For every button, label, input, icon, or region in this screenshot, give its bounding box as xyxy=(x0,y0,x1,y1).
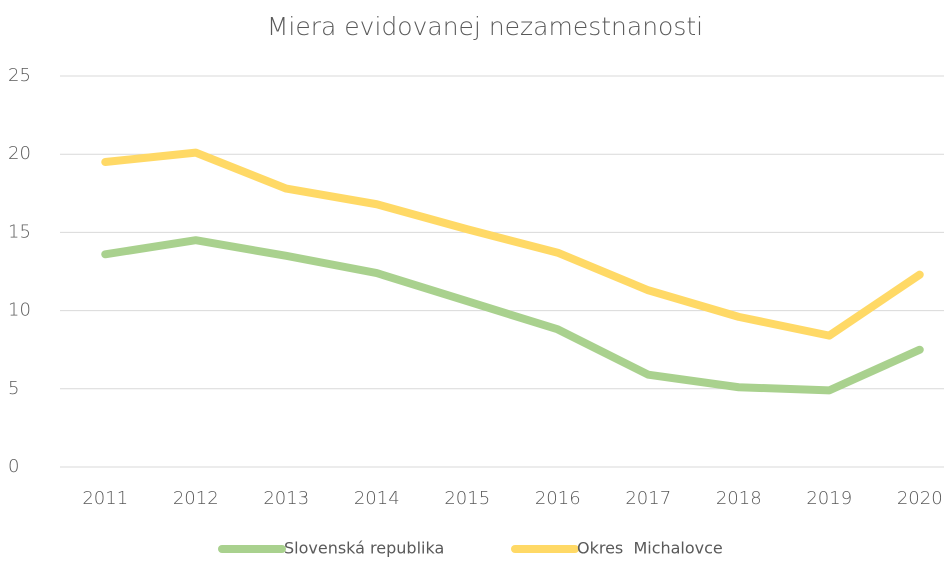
y-tick-label: 20 xyxy=(8,143,31,164)
y-tick-label: 5 xyxy=(8,378,19,399)
legend-label: Okres Michalovce xyxy=(577,539,723,558)
y-tick-label: 10 xyxy=(8,300,31,321)
x-tick-label: 2017 xyxy=(625,488,671,509)
y-tick-label: 25 xyxy=(8,65,31,86)
x-tick-label: 2011 xyxy=(82,488,128,509)
y-tick-label: 15 xyxy=(8,221,31,242)
x-tick-label: 2018 xyxy=(716,488,762,509)
x-tick-label: 2014 xyxy=(354,488,400,509)
x-tick-label: 2019 xyxy=(806,488,852,509)
y-tick-label: 0 xyxy=(8,456,19,477)
x-tick-label: 2015 xyxy=(444,488,490,509)
x-tick-label: 2013 xyxy=(263,488,309,509)
x-tick-label: 2020 xyxy=(897,488,943,509)
x-tick-label: 2012 xyxy=(173,488,219,509)
x-tick-label: 2016 xyxy=(535,488,581,509)
legend-label: Slovenská republika xyxy=(284,539,444,558)
line-series xyxy=(101,148,924,340)
line-series xyxy=(101,236,924,395)
chart-title: Miera evidovanej nezamestnanosti xyxy=(267,12,703,41)
